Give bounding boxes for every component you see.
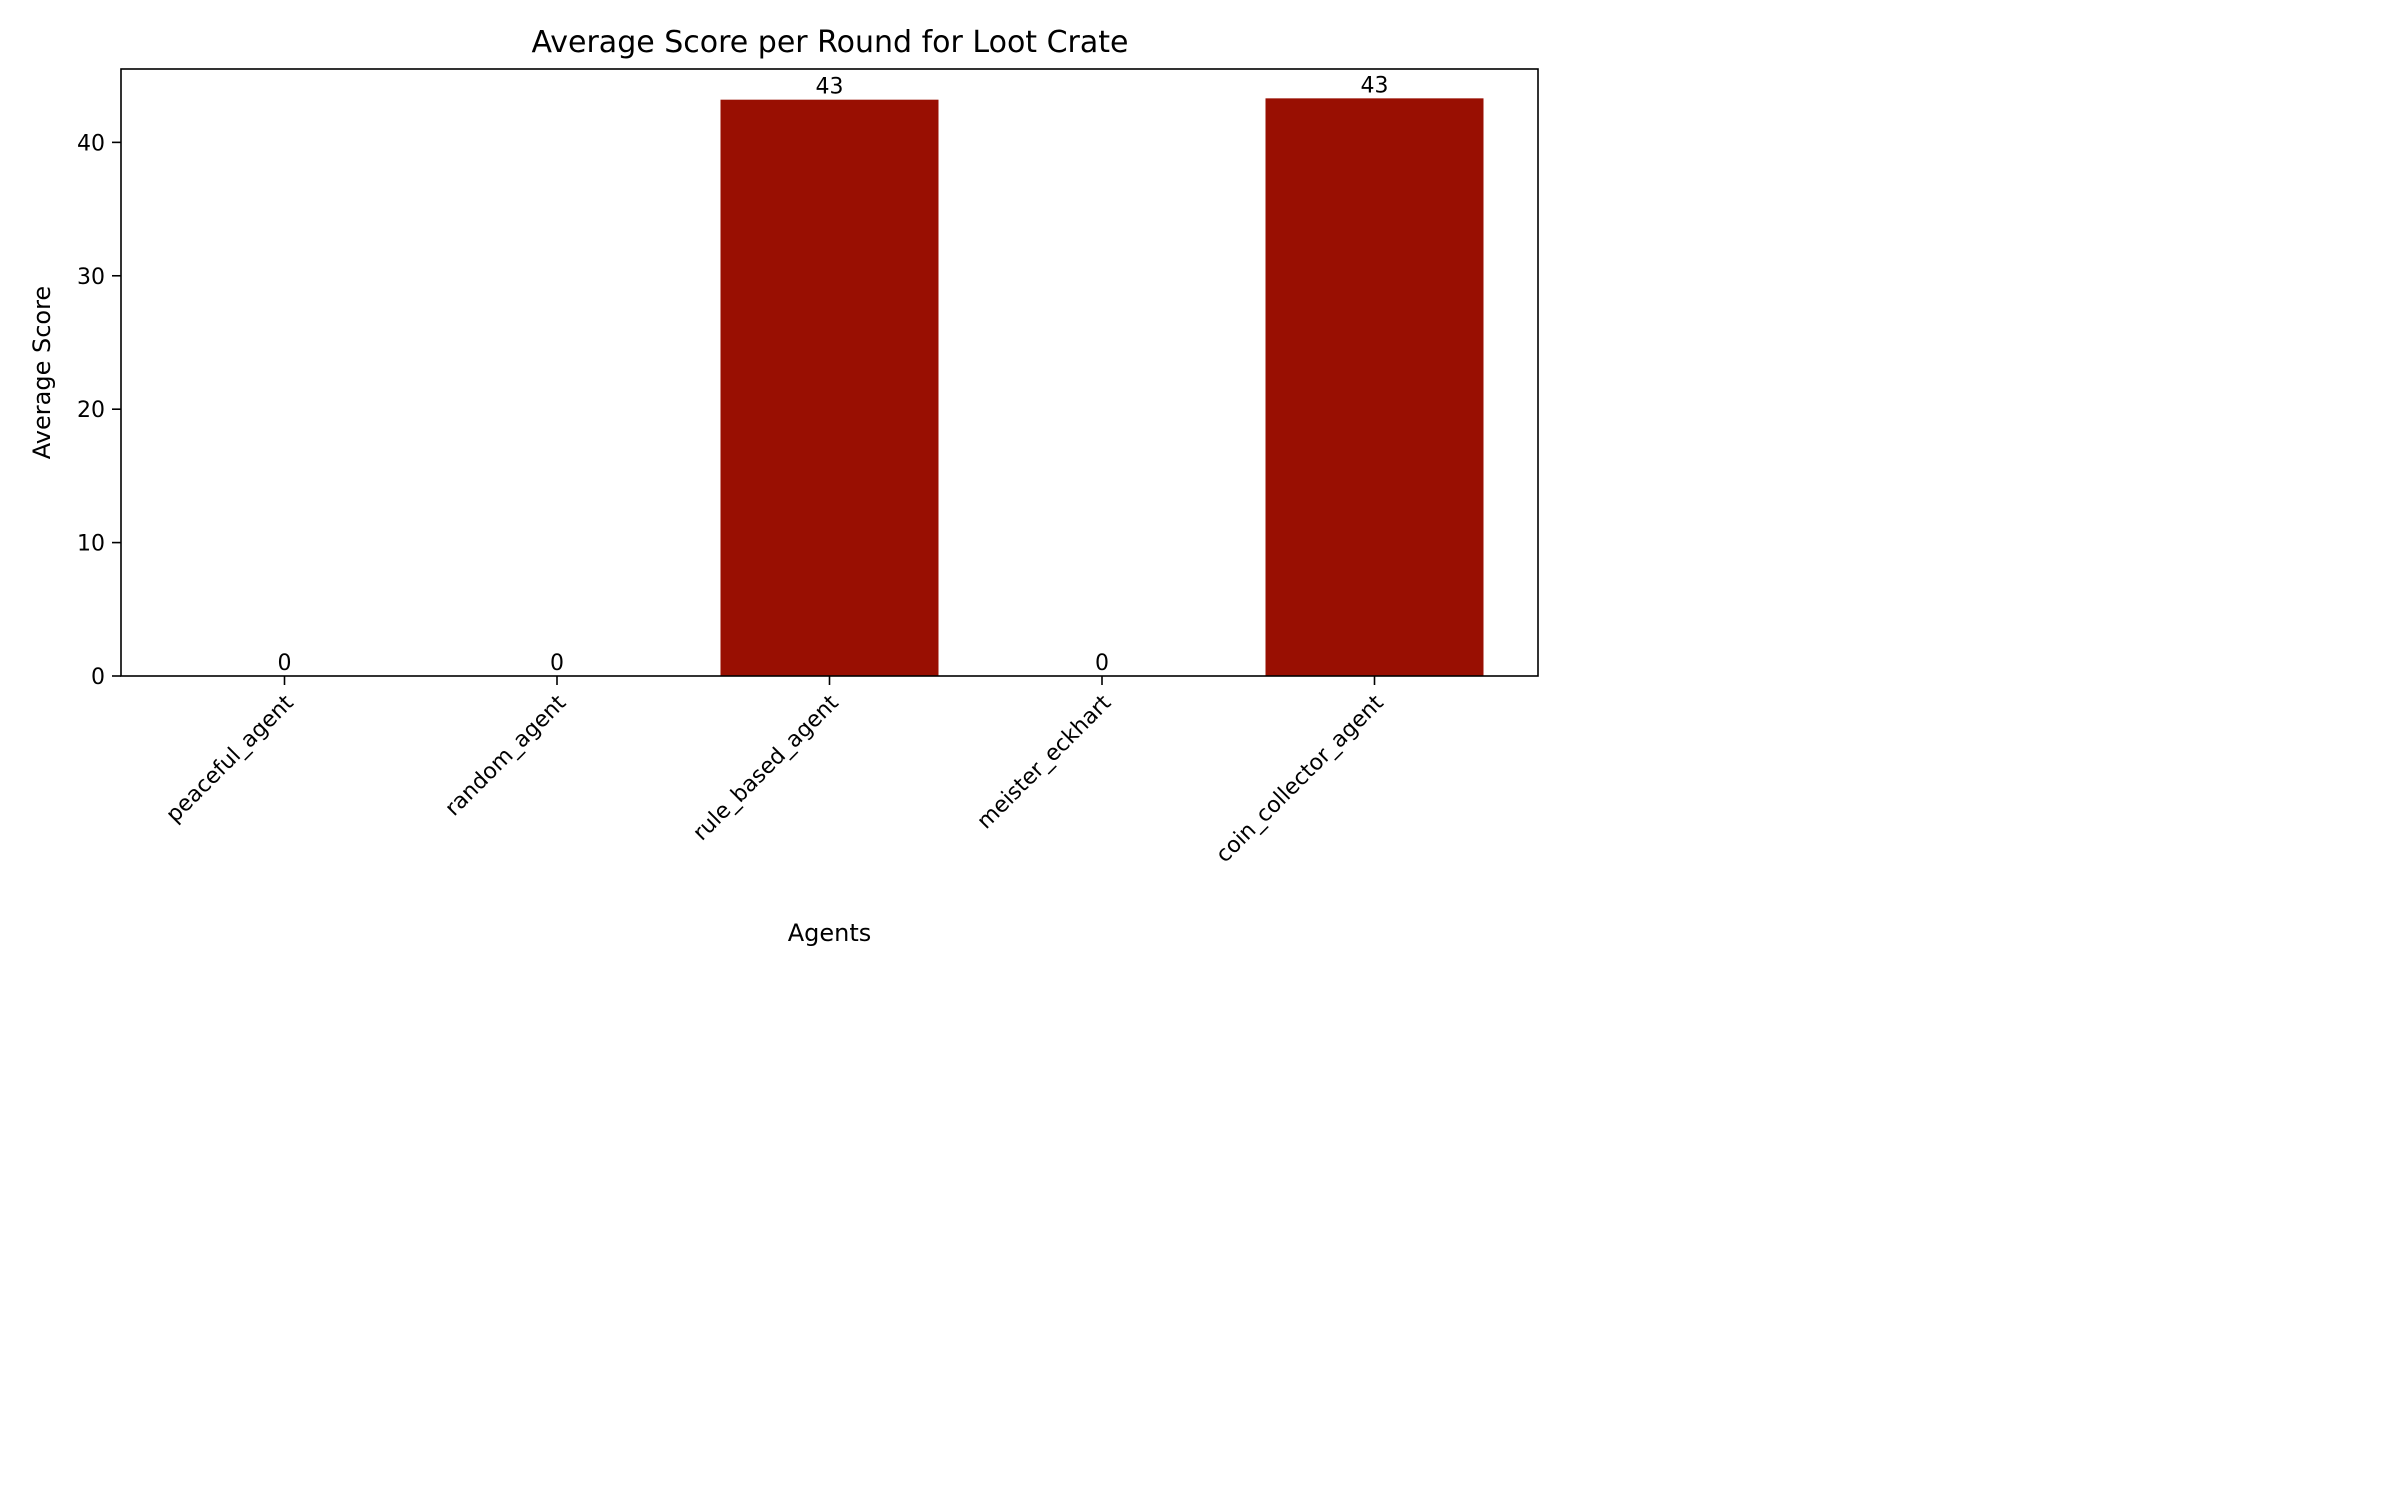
x-tick-label-peaceful_agent: peaceful_agent: [162, 690, 299, 827]
y-tick-label-20: 20: [77, 398, 105, 423]
x-axis-label: Agents: [788, 919, 872, 947]
bar-value-labels: 0 0 43 0 43: [278, 73, 1389, 676]
x-axis-ticks: peaceful_agent random_agent rule_based_age…: [162, 676, 1389, 868]
y-axis-ticks: 0 10 20 30 40: [77, 131, 121, 690]
plot-frame: [120, 68, 1539, 677]
bar-value-label-meister_eckhart: 0: [1095, 651, 1109, 676]
x-tick-label-coin_collector_agent: coin_collector_agent: [1211, 690, 1389, 868]
bars: [720, 98, 1484, 677]
x-tick-label-meister_eckhart: meister_eckhart: [973, 690, 1117, 834]
bar-coin_collector_agent: [1265, 98, 1484, 677]
bar-chart: Average Score per Round for Loot Crate 0…: [28, 25, 1539, 947]
bar-value-label-coin_collector_agent: 43: [1361, 73, 1389, 98]
y-tick-label-0: 0: [91, 665, 105, 690]
chart: Average Score per Round for Loot Crate 0…: [0, 0, 1568, 980]
x-tick-label-rule_based_agent: rule_based_agent: [688, 690, 844, 846]
bar-value-label-random_agent: 0: [550, 651, 564, 676]
bar-value-label-rule_based_agent: 43: [816, 75, 844, 100]
y-axis-label: Average Score: [28, 286, 56, 459]
y-tick-label-10: 10: [77, 532, 105, 557]
chart-title: Average Score per Round for Loot Crate: [532, 25, 1129, 60]
bar-rule_based_agent: [720, 99, 939, 676]
bar-value-label-peaceful_agent: 0: [278, 651, 292, 676]
x-tick-label-random_agent: random_agent: [441, 690, 572, 821]
y-tick-label-40: 40: [77, 131, 105, 156]
y-tick-label-30: 30: [77, 265, 105, 290]
